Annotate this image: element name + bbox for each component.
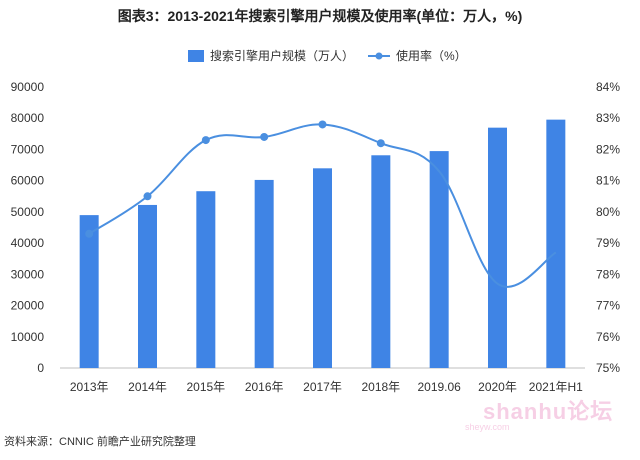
bar xyxy=(79,215,99,368)
bar xyxy=(488,127,507,368)
bar xyxy=(196,191,216,368)
y-left-tick-label: 30000 xyxy=(11,267,45,281)
x-tick-label: 2015年 xyxy=(186,380,225,394)
y-left-tick-label: 20000 xyxy=(11,299,45,313)
usage-rate-point xyxy=(85,229,94,238)
y-left-tick-label: 40000 xyxy=(11,236,45,250)
y-right-tick-label: 83% xyxy=(596,111,620,125)
y-left-tick-label: 50000 xyxy=(11,205,45,219)
bar xyxy=(138,204,157,368)
y-right-tick-label: 77% xyxy=(596,299,620,313)
x-tick-label: 2019.06 xyxy=(417,380,461,394)
usage-rate-point xyxy=(260,132,269,141)
y-left-tick-label: 80000 xyxy=(11,111,45,125)
y-right-tick-label: 82% xyxy=(596,142,620,156)
y-right-tick-label: 80% xyxy=(596,205,620,219)
bar xyxy=(429,151,449,368)
legend-item-line: 使用率（%） xyxy=(368,47,467,64)
bar xyxy=(546,119,566,368)
y-left-tick-label: 90000 xyxy=(11,80,45,94)
usage-rate-point xyxy=(376,139,385,148)
chart-legend: 搜索引擎用户规模（万人） 使用率（%） xyxy=(0,47,640,67)
bar xyxy=(313,168,332,368)
legend-line-label: 使用率（%） xyxy=(396,49,467,63)
x-tick-label: 2017年 xyxy=(303,380,342,394)
usage-rate-point xyxy=(201,136,210,145)
y-left-tick-label: 70000 xyxy=(11,142,45,156)
y-right-tick-label: 75% xyxy=(596,361,620,375)
legend-item-bars: 搜索引擎用户规模（万人） xyxy=(188,47,354,64)
legend-bar-swatch xyxy=(188,49,204,62)
x-tick-label: 2013年 xyxy=(70,380,109,394)
y-right-tick-label: 76% xyxy=(596,330,620,344)
x-tick-label: 2018年 xyxy=(361,380,400,394)
usage-rate-point xyxy=(318,120,327,129)
y-right-tick-label: 79% xyxy=(596,236,620,250)
y-right-tick-label: 78% xyxy=(596,267,620,281)
usage-rate-point xyxy=(143,192,152,201)
chart-title: 图表3：2013-2021年搜索引擎用户规模及使用率(单位：万人，%) xyxy=(117,8,523,24)
chart-source: 资料来源：CNNIC 前瞻产业研究院整理 xyxy=(4,436,196,448)
x-tick-label: 2016年 xyxy=(245,380,284,394)
x-tick-label: 2021年H1 xyxy=(529,380,583,394)
bar xyxy=(254,179,274,368)
y-left-tick-label: 0 xyxy=(37,361,44,375)
x-tick-label: 2014年 xyxy=(128,380,167,394)
y-right-tick-label: 81% xyxy=(596,174,620,188)
y-left-tick-label: 10000 xyxy=(11,330,45,344)
legend-bar-label: 搜索引擎用户规模（万人） xyxy=(210,49,355,63)
bar xyxy=(371,155,391,368)
y-left-tick-label: 60000 xyxy=(11,174,45,188)
x-tick-label: 2020年 xyxy=(478,380,517,394)
y-right-tick-label: 84% xyxy=(596,80,620,94)
legend-line-swatch xyxy=(368,50,390,62)
